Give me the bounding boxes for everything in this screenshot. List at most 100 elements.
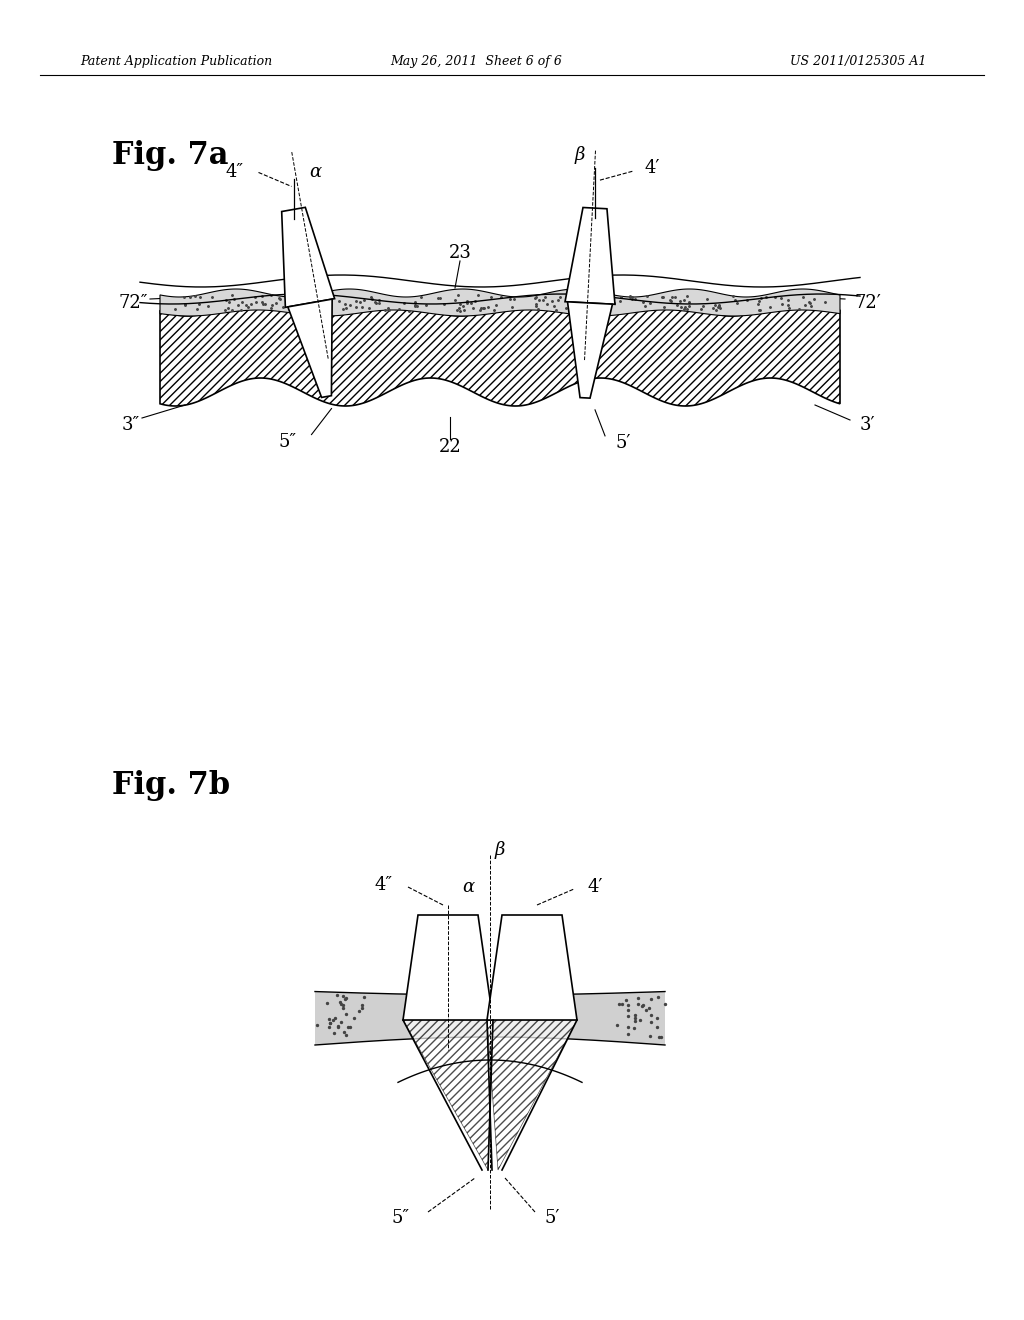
Point (642, 1026, 658, 1047)
Point (254, 285, 270, 306)
Point (337, 989, 353, 1010)
Point (705, 297, 721, 318)
Point (447, 289, 464, 310)
Polygon shape (567, 302, 612, 399)
Point (656, 994, 673, 1015)
Point (649, 1016, 666, 1038)
Text: 23: 23 (449, 244, 471, 261)
Point (610, 994, 627, 1015)
Point (240, 297, 256, 318)
Point (630, 987, 646, 1008)
Point (189, 298, 206, 319)
Point (780, 294, 797, 315)
Point (527, 293, 544, 314)
Point (470, 285, 486, 306)
Point (281, 292, 297, 313)
Point (303, 285, 319, 306)
Point (612, 286, 629, 308)
Point (355, 289, 372, 310)
Point (341, 294, 357, 315)
Point (617, 990, 634, 1011)
Point (414, 286, 430, 308)
Text: 3′: 3′ (860, 416, 876, 434)
Point (711, 296, 727, 317)
Point (313, 286, 330, 308)
Point (766, 286, 782, 308)
Point (351, 1001, 368, 1022)
Point (648, 1007, 665, 1028)
Point (287, 297, 303, 318)
Point (311, 296, 328, 317)
Point (290, 300, 306, 321)
Point (527, 286, 544, 308)
Point (268, 293, 285, 314)
Point (407, 292, 423, 313)
Point (311, 285, 328, 306)
Text: Fig. 7b: Fig. 7b (112, 770, 230, 801)
Point (321, 1016, 337, 1038)
Point (656, 296, 673, 317)
Point (493, 286, 509, 308)
Point (817, 292, 834, 313)
Point (279, 290, 295, 312)
Point (455, 296, 471, 317)
Point (552, 286, 568, 308)
Point (459, 293, 475, 314)
Point (642, 292, 658, 313)
Point (627, 1005, 643, 1026)
Point (325, 1010, 341, 1031)
Point (362, 286, 379, 308)
Point (653, 286, 670, 308)
Point (643, 989, 659, 1010)
Text: Fig. 7a: Fig. 7a (112, 140, 228, 172)
Point (232, 300, 249, 321)
Point (340, 1016, 356, 1038)
Point (578, 298, 594, 319)
Text: α: α (462, 878, 474, 896)
Point (772, 288, 788, 309)
Point (431, 288, 447, 309)
Point (233, 292, 250, 313)
Point (217, 289, 233, 310)
Point (465, 297, 481, 318)
Point (319, 993, 336, 1014)
Point (380, 297, 396, 318)
Point (613, 994, 630, 1015)
Point (609, 1015, 626, 1036)
Point (450, 285, 466, 306)
Point (635, 292, 651, 313)
Point (604, 286, 621, 308)
Point (309, 1014, 326, 1035)
Text: US 2011/0125305 A1: US 2011/0125305 A1 (790, 55, 927, 69)
Point (367, 292, 383, 313)
Point (634, 995, 650, 1016)
Point (708, 300, 724, 321)
Point (436, 293, 453, 314)
Point (676, 298, 692, 319)
Point (605, 293, 622, 314)
Point (176, 286, 193, 308)
Polygon shape (160, 289, 840, 315)
Point (327, 1007, 343, 1028)
Point (643, 1005, 659, 1026)
Point (292, 292, 308, 313)
Point (669, 294, 685, 315)
Point (167, 298, 183, 319)
Point (679, 286, 695, 308)
Point (238, 294, 254, 315)
Point (620, 999, 636, 1020)
Point (230, 294, 247, 315)
Point (248, 292, 264, 313)
Polygon shape (403, 1020, 493, 1170)
Point (801, 292, 817, 313)
Point (263, 285, 280, 306)
Point (699, 288, 716, 309)
Point (672, 290, 688, 312)
Point (345, 1007, 361, 1028)
Point (598, 300, 614, 321)
Point (544, 290, 560, 312)
Point (597, 297, 613, 318)
Point (803, 296, 819, 317)
Point (750, 293, 766, 314)
Point (621, 1005, 637, 1026)
